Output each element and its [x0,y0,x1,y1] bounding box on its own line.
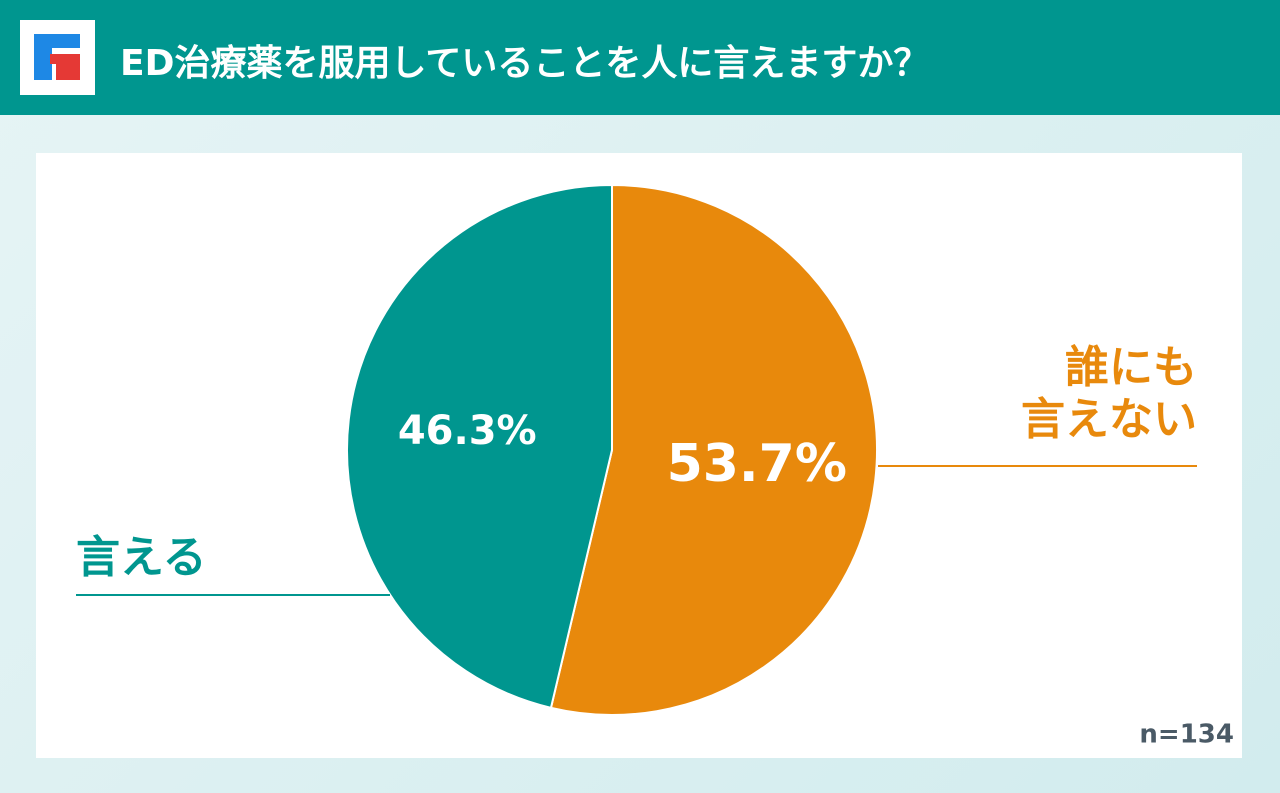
sample-note: n=134 [1139,720,1234,750]
category-label: 言える [76,532,207,583]
value-label: 53.7% [667,434,847,494]
logo [20,20,95,95]
chart-title: ED治療薬を服用していることを人に言えますか？ [120,43,930,84]
header-band [0,0,1280,115]
logo-icon [34,34,80,80]
pie-slice [346,183,613,710]
category-label: 誰にも 言えない [1021,342,1197,445]
pie-slice [549,183,878,716]
value-label: 46.3% [398,408,537,454]
